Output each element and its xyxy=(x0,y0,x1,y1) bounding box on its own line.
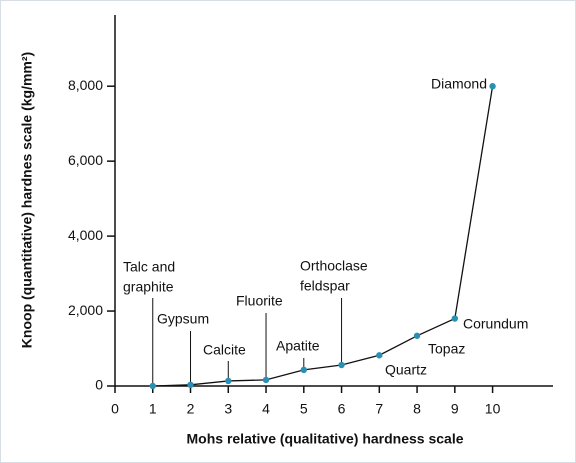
y-tick-label: 8,000 xyxy=(68,77,103,93)
y-tick-label: 4,000 xyxy=(68,227,103,243)
y-tick-label: 6,000 xyxy=(68,152,103,168)
point-label: Diamond xyxy=(431,76,487,92)
x-tick-label: 3 xyxy=(224,401,232,417)
point-label: Calcite xyxy=(203,342,246,358)
data-point xyxy=(489,83,496,90)
x-tick-label: 6 xyxy=(338,401,346,417)
y-tick-label: 2,000 xyxy=(68,302,103,318)
data-point xyxy=(225,377,232,385)
data-line xyxy=(152,86,494,387)
x-tick-label: 10 xyxy=(485,401,501,417)
data-point xyxy=(451,315,459,322)
x-tick-label: 2 xyxy=(187,401,195,417)
y-axis-label: Knoop (quantitative) hardnes scale (kg/m… xyxy=(19,52,35,348)
data-point xyxy=(376,352,383,359)
point-label: Orthoclase xyxy=(300,258,368,274)
point-label: Talc and xyxy=(123,259,175,275)
data-point xyxy=(300,366,307,374)
point-label: Topaz xyxy=(428,341,465,357)
x-tick-label: 7 xyxy=(375,401,383,417)
point-label: graphite xyxy=(123,279,174,295)
x-tick-label: 0 xyxy=(111,401,119,417)
data-point xyxy=(338,361,345,369)
x-tick-label: 5 xyxy=(300,401,308,417)
x-tick-label: 1 xyxy=(149,401,157,417)
point-label: Corundum xyxy=(463,316,528,332)
x-tick-label: 8 xyxy=(413,401,421,417)
y-tick-label: 0 xyxy=(95,377,103,393)
data-point xyxy=(149,382,156,390)
point-label: Gypsum xyxy=(157,311,209,327)
x-tick-label: 9 xyxy=(451,401,459,417)
point-label: Apatite xyxy=(276,338,320,354)
point-label: Fluorite xyxy=(236,293,283,309)
x-tick-label: 4 xyxy=(262,401,270,417)
point-label: feldspar xyxy=(300,278,350,294)
x-axis-label: Mohs relative (qualitative) hardness sca… xyxy=(187,431,464,447)
point-label: Quartz xyxy=(385,362,427,378)
data-point xyxy=(413,332,421,339)
data-point xyxy=(262,376,270,384)
data-point xyxy=(187,381,194,389)
